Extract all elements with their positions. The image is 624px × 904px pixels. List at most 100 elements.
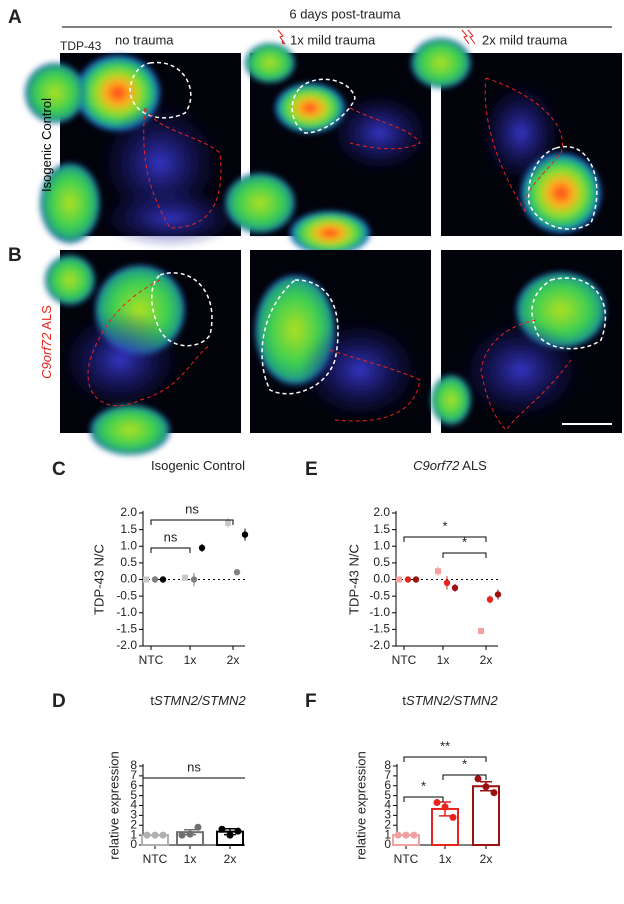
micrograph (250, 250, 431, 433)
point (441, 803, 449, 811)
point (198, 544, 206, 552)
point (486, 596, 494, 603)
chart: tSTMN2/STMN2 relative expression 876543210… (353, 693, 500, 866)
y-tick-label: 0.5 (373, 555, 390, 569)
y-axis-title: relative expression (353, 751, 368, 859)
significance-bracket (150, 547, 191, 553)
label: Isogenic Control (151, 458, 245, 473)
significance-bracket (403, 756, 487, 762)
label-part: C9orf72 (413, 458, 460, 473)
cells (255, 275, 420, 420)
x-tick-label: NTC (143, 852, 168, 866)
label: tSTMN2/STMN2 (150, 693, 246, 708)
point (143, 576, 149, 583)
cells (25, 55, 240, 248)
panel-label: B (8, 245, 22, 266)
cell-outline (329, 349, 421, 422)
chart: Isogenic Control TDP-43 N/C 2.0 1.5 1.0 0.5 0.… (91, 458, 249, 667)
label-part: STMN2/STMN2 (154, 693, 247, 708)
significance-label: ns (187, 759, 201, 774)
cell-outline (143, 107, 222, 229)
label: C9orf72 ALS (413, 458, 487, 473)
y-tick-label: -0.5 (116, 588, 137, 602)
column-label: 2x mild trauma (482, 32, 568, 47)
significance-label: ns (164, 529, 178, 544)
cell (275, 83, 345, 133)
point (159, 576, 167, 583)
panel-label: C (52, 459, 66, 480)
point (482, 783, 490, 791)
label-part: C9orf72 (39, 332, 54, 379)
point (186, 830, 194, 838)
point (159, 831, 167, 839)
point (402, 831, 410, 839)
point (182, 574, 188, 581)
point (151, 831, 159, 839)
point (394, 831, 402, 839)
significance-label: * (442, 518, 447, 533)
chart: tSTMN2/STMN2 relative expression 876543210… (106, 693, 246, 866)
y-tick-label: 4 (384, 798, 391, 812)
y-tick-label: 6 (130, 778, 137, 792)
y-tick-label: 6 (384, 778, 391, 792)
point (478, 628, 484, 635)
y-axis-title: TDP-43 N/C (91, 544, 106, 615)
significance-label: ** (440, 738, 450, 753)
label-part: STMN2/STMN2 (406, 693, 499, 708)
nucleus-outline (527, 145, 598, 230)
x-tick-label: 1x (184, 852, 197, 866)
point (194, 823, 202, 831)
label-part: t (402, 693, 406, 708)
cell-outline (349, 107, 421, 150)
y-tick-label: 7 (130, 768, 137, 782)
label-part: t (150, 693, 154, 708)
significance-label: * (421, 778, 426, 793)
micrographs: Isogenic Control C9orf72 ALS (25, 38, 622, 455)
y-tick-label: 1.5 (373, 522, 390, 536)
point (412, 576, 420, 583)
point (218, 825, 226, 833)
y-tick-label: 1 (384, 827, 391, 841)
y-tick-label: -0.5 (369, 588, 390, 602)
significance-bracket (403, 536, 487, 542)
y-tick-label: 7 (384, 768, 391, 782)
point (443, 579, 451, 587)
nucleus-outline (291, 78, 356, 134)
significance-label: ns (185, 501, 199, 516)
cell (461, 320, 581, 420)
y-axis-title: relative expression (106, 751, 121, 859)
panel-label: D (52, 691, 66, 712)
y-tick-label: 2 (130, 817, 137, 831)
point (225, 519, 231, 526)
y-tick-label: -1.5 (116, 622, 137, 636)
y-tick-label: 1.0 (120, 538, 137, 552)
cell (25, 63, 85, 123)
y-tick-label: 0.0 (120, 572, 137, 586)
y-tick-label: 3 (130, 808, 137, 822)
point (178, 831, 186, 839)
x-tick-label: 2x (224, 852, 237, 866)
nucleus-outline (531, 277, 607, 350)
point (143, 831, 151, 839)
point (226, 831, 234, 839)
cell-outline (484, 77, 563, 214)
point (410, 831, 418, 839)
cell (225, 173, 295, 233)
point (190, 576, 198, 583)
nucleus-outline (261, 279, 339, 395)
column-label: 1x mild trauma (290, 32, 376, 47)
label-part: Isogenic Control (39, 98, 54, 192)
cell (330, 93, 430, 173)
point (151, 576, 159, 583)
column-label: no trauma (115, 32, 174, 47)
cell (411, 38, 471, 88)
cell (60, 310, 180, 410)
significance-label: * (462, 756, 467, 771)
micrograph (225, 43, 431, 255)
y-tick-label: 8 (384, 758, 391, 772)
point (474, 775, 482, 783)
y-tick-label: 5 (130, 788, 137, 802)
point (451, 584, 459, 592)
label: tSTMN2/STMN2 (402, 693, 498, 708)
